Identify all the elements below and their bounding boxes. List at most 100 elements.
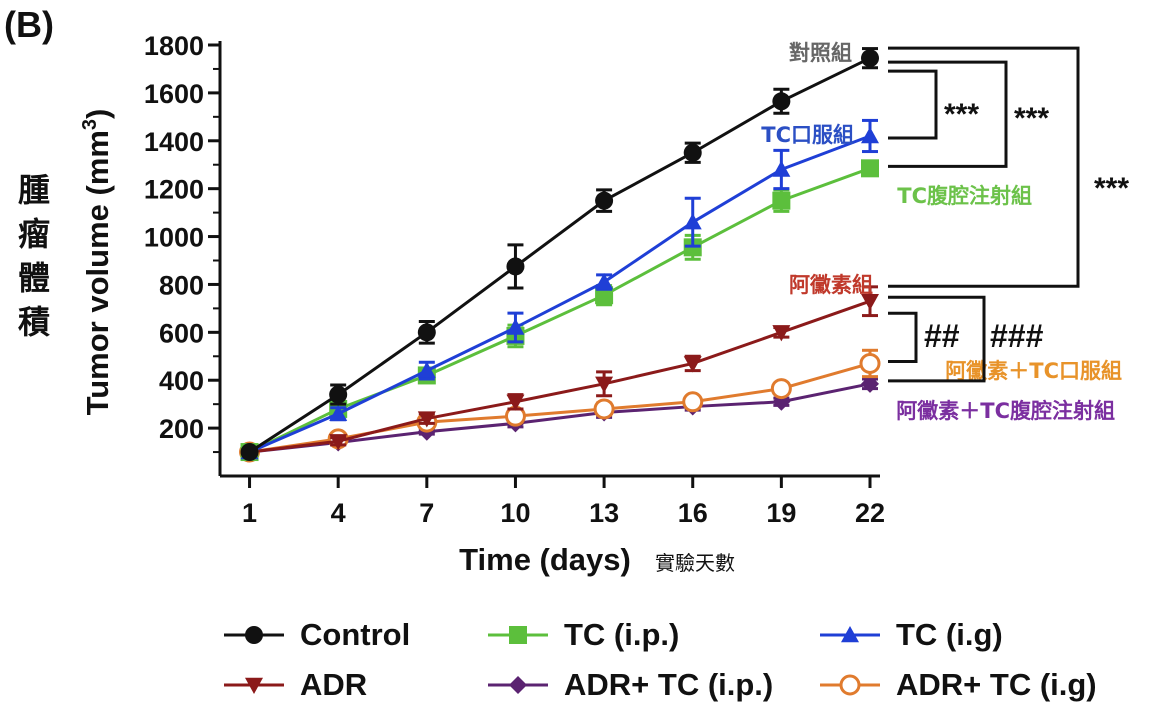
x-axis-label: Time (days) bbox=[459, 542, 631, 577]
x-tick-label: 7 bbox=[419, 498, 434, 528]
data-point bbox=[506, 257, 525, 276]
legend-label: ADR+ TC (i.p.) bbox=[564, 667, 774, 702]
legend-marker-adr-tc-ip bbox=[488, 676, 548, 694]
data-point bbox=[861, 159, 879, 178]
series-line bbox=[248, 56, 871, 454]
legend-marker-tc-ip bbox=[488, 626, 548, 644]
x-tick-label: 13 bbox=[589, 498, 619, 528]
group-annotation: TC腹腔注射組 bbox=[897, 184, 1032, 208]
data-point bbox=[329, 434, 348, 451]
data-point bbox=[683, 213, 702, 230]
data-point bbox=[417, 323, 436, 342]
y-tick-label: 1200 bbox=[144, 175, 204, 205]
legend-item-tc-ig: TC (i.g) bbox=[818, 610, 1003, 660]
bracket-adr-adrtc-ip bbox=[888, 295, 986, 383]
x-tick-label: 19 bbox=[766, 498, 796, 528]
legend-marker-control bbox=[224, 626, 284, 644]
data-point bbox=[772, 191, 791, 210]
significance-label: *** bbox=[1094, 172, 1129, 205]
legend-label: ADR bbox=[300, 667, 368, 702]
series-line bbox=[249, 299, 871, 454]
legend-item-adr-tc-ip: ADR+ TC (i.p.) bbox=[486, 660, 773, 710]
data-point bbox=[861, 294, 879, 311]
y-tick-label: 1400 bbox=[144, 127, 204, 157]
data-point bbox=[772, 325, 791, 342]
legend-label: TC (i.p.) bbox=[564, 617, 680, 652]
bracket-control-adr bbox=[888, 46, 1080, 288]
series-layer bbox=[239, 47, 881, 463]
data-point bbox=[595, 273, 614, 290]
bracket-line bbox=[888, 60, 1008, 168]
group-annotation: 阿黴素＋TC口服組 bbox=[945, 359, 1122, 383]
chinese-x-axis-label: 實驗天數 bbox=[655, 551, 735, 575]
cn-ylabel-char: 體 bbox=[17, 259, 50, 297]
bracket-line bbox=[888, 295, 986, 383]
y-tick-label: 1000 bbox=[144, 223, 204, 253]
x-tick-label: 10 bbox=[500, 498, 530, 528]
y-tick-label: 400 bbox=[159, 366, 204, 396]
legend-label: TC (i.g) bbox=[896, 617, 1003, 652]
data-point bbox=[417, 411, 436, 428]
data-point bbox=[682, 391, 704, 413]
data-point bbox=[417, 361, 436, 378]
legend-label: ADR+ TC (i.g) bbox=[896, 667, 1097, 702]
data-point bbox=[329, 404, 348, 421]
data-point bbox=[329, 385, 348, 404]
legend-symbol bbox=[509, 676, 527, 694]
group-annotation: TC口服組 bbox=[761, 123, 854, 147]
y-tick-label: 600 bbox=[159, 318, 204, 348]
significance-label: ## bbox=[924, 318, 960, 354]
legend-item-tc-ip: TC (i.p.) bbox=[486, 610, 679, 660]
data-point bbox=[595, 191, 614, 210]
panel-label: (B) bbox=[4, 4, 54, 45]
data-point bbox=[593, 398, 615, 420]
legend-symbol bbox=[841, 626, 859, 643]
legend-item-adr-tc-ig: ADR+ TC (i.g) bbox=[818, 660, 1097, 710]
data-point bbox=[506, 318, 525, 335]
cn-ylabel-char: 瘤 bbox=[17, 215, 50, 253]
chinese-y-axis-label: 腫 瘤 體 積 bbox=[14, 168, 54, 344]
data-point bbox=[861, 49, 879, 68]
data-point bbox=[861, 126, 879, 144]
series-line bbox=[249, 382, 871, 454]
data-point bbox=[772, 160, 791, 177]
data-point bbox=[683, 143, 702, 162]
bracket-control-tc-ip bbox=[888, 60, 1008, 168]
significance-label: *** bbox=[1014, 102, 1049, 135]
data-point bbox=[595, 376, 614, 393]
axes: 200 400 600 800 1000 1200 1400 1600 1800 1 4 7 10 13 1… bbox=[79, 31, 885, 577]
y-tick-label: 1800 bbox=[144, 31, 204, 61]
significance-label: ### bbox=[990, 318, 1044, 354]
bracket-line bbox=[888, 311, 918, 363]
legend-item-control: Control bbox=[222, 610, 410, 660]
legend-marker-adr bbox=[224, 677, 284, 694]
bracket-line bbox=[888, 69, 938, 140]
legend-symbol bbox=[245, 677, 263, 694]
x-tick-label: 22 bbox=[855, 498, 885, 528]
legend-symbol bbox=[245, 626, 263, 644]
data-point bbox=[861, 374, 879, 393]
legend-symbol bbox=[839, 674, 861, 696]
x-tick-label: 1 bbox=[242, 498, 257, 528]
y-axis-label: Tumor volume (mm3) bbox=[79, 109, 115, 416]
significance-label: *** bbox=[944, 98, 979, 131]
y-tick-label: 800 bbox=[159, 270, 204, 300]
data-point bbox=[770, 378, 792, 400]
y-tick-label: 1600 bbox=[144, 79, 204, 109]
series-line bbox=[248, 166, 871, 454]
bracket-adr-adrtc-ig bbox=[888, 311, 918, 363]
series-line bbox=[248, 134, 871, 454]
data-point bbox=[240, 443, 259, 462]
legend: Control TC (i.p.) TC (i.g) ADR ADR+ TC (… bbox=[222, 606, 1142, 714]
bracket-control-tc-ig bbox=[888, 69, 938, 140]
legend-symbol bbox=[509, 626, 527, 644]
data-point bbox=[683, 356, 702, 373]
data-point bbox=[772, 92, 791, 111]
group-annotation: 對照組 bbox=[789, 41, 852, 65]
legend-marker-adr-tc-ig bbox=[820, 674, 880, 696]
cn-ylabel-char: 積 bbox=[17, 303, 50, 341]
data-point bbox=[506, 394, 525, 411]
bracket-line bbox=[888, 46, 1080, 288]
